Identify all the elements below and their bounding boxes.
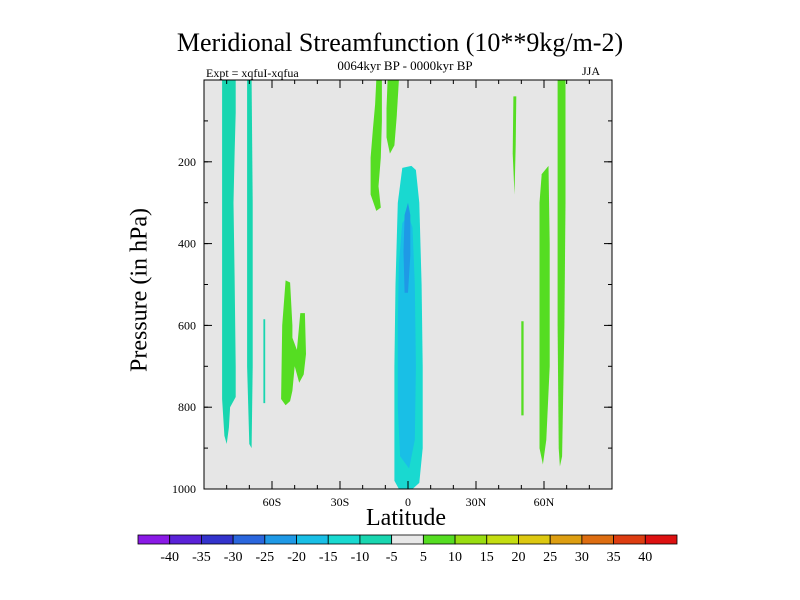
contour-region-upper-green-left [370, 80, 382, 211]
colorbar-swatch [454, 534, 488, 545]
y-tick-label: 1000 [172, 482, 196, 496]
contour-region-tropical-core-upper [403, 202, 411, 293]
colorbar-swatch [169, 534, 202, 545]
colorbar-swatch [486, 534, 519, 545]
y-tick-label: 600 [178, 318, 196, 332]
colorbar-swatch [549, 534, 583, 545]
x-tick-label: 30S [331, 495, 350, 509]
colorbar-swatch [137, 534, 171, 545]
colorbar-swatch [644, 534, 678, 545]
colorbar-swatch [391, 534, 424, 545]
contour-region-northern-green-thin [521, 321, 524, 416]
chart-subtitle: 0064kyr BP - 0000kyr BP [337, 58, 473, 73]
season-label: JJA [582, 64, 601, 78]
colorbar-label: -40 [160, 550, 179, 565]
colorbar-label: 30 [575, 550, 589, 565]
chart-title: Meridional Streamfunction (10**9kg/m-2) [176, 28, 624, 57]
colorbar-label: -5 [386, 550, 398, 565]
colorbar-swatch [201, 534, 234, 545]
contour-region-northern-green-cell [539, 165, 550, 465]
colorbar-label: 40 [638, 550, 652, 565]
experiment-label: Expt = xqfuI-xqfua [206, 66, 299, 80]
colorbar-swatch [518, 534, 551, 545]
colorbar-swatch [422, 534, 456, 545]
colorbar-label: 15 [480, 550, 494, 565]
colorbar-label: 25 [543, 550, 557, 565]
x-tick-label: 60N [534, 495, 555, 509]
colorbar-label: -30 [224, 550, 243, 565]
contour-region-tropical-core-lower [397, 215, 416, 469]
x-tick-label: 30N [466, 495, 487, 509]
colorbar-label: -25 [255, 550, 274, 565]
colorbar-label: 35 [607, 550, 621, 565]
contour-region-southern-green-cell [281, 280, 306, 406]
colorbar-swatch [581, 534, 614, 545]
x-axis-label: Latitude [366, 505, 446, 531]
y-tick-label: 200 [178, 155, 196, 169]
y-tick-label: 400 [178, 237, 196, 251]
colorbar-label: 20 [511, 550, 525, 565]
colorbar-label: -35 [192, 550, 211, 565]
colorbar-swatch [359, 534, 393, 545]
contour-region-northern-green-strip [557, 80, 566, 467]
colorbar-swatch [327, 534, 361, 545]
colorbar-label: -10 [351, 550, 370, 565]
contour-region-southern-negative-strip [222, 80, 236, 444]
contour-region-upper-green-right [386, 80, 399, 154]
x-tick-label: 0 [405, 495, 411, 509]
colorbar-label: -20 [287, 550, 306, 565]
contour-region-southern-thin-line [263, 319, 266, 404]
contour-region-upper-green-sliver [512, 96, 517, 195]
colorbar-swatch [613, 534, 646, 545]
contour-region-southern-narrow-strip [247, 80, 253, 449]
colorbar-label: -15 [319, 550, 338, 565]
x-tick-label: 60S [263, 495, 282, 509]
y-tick-label: 800 [178, 400, 196, 414]
colorbar-swatch [264, 534, 297, 545]
colorbar-swatch [232, 534, 266, 545]
colorbar-swatch [296, 534, 329, 545]
colorbar-label: 10 [448, 550, 462, 565]
colorbar-label: 5 [420, 550, 427, 565]
